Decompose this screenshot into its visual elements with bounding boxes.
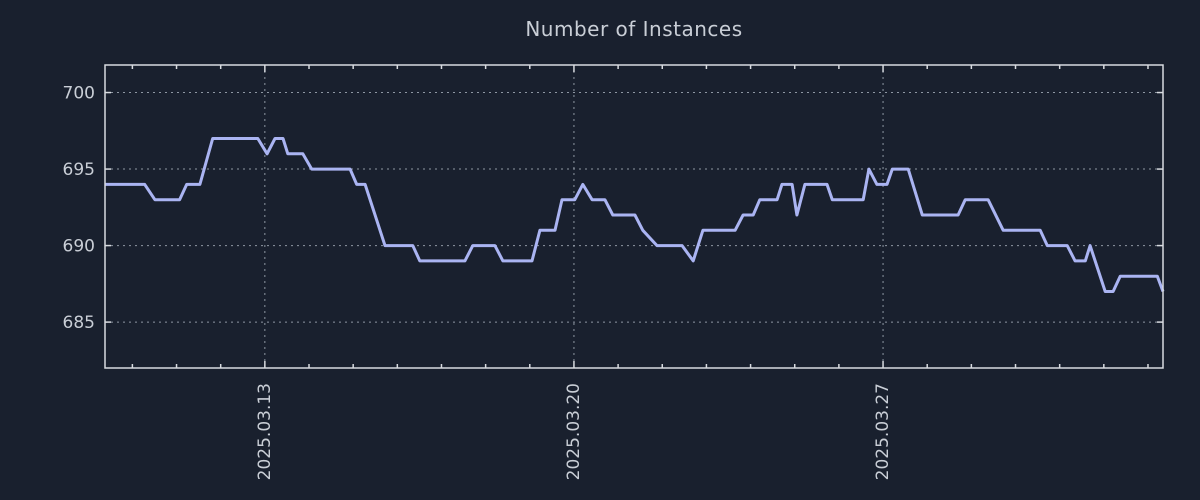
x-tick-label: 2025.03.20	[564, 383, 584, 480]
y-tick-label: 685	[63, 313, 95, 333]
data-series-line	[105, 137, 1165, 293]
y-tick-label: 695	[63, 160, 95, 180]
y-tick-label: 690	[63, 237, 95, 257]
x-tick-label: 2025.03.27	[873, 383, 893, 480]
y-tick-label: 700	[63, 84, 95, 104]
plot-border	[104, 64, 1164, 369]
x-tick-label: 2025.03.13	[255, 383, 275, 480]
chart-title: Number of Instances	[525, 17, 743, 41]
